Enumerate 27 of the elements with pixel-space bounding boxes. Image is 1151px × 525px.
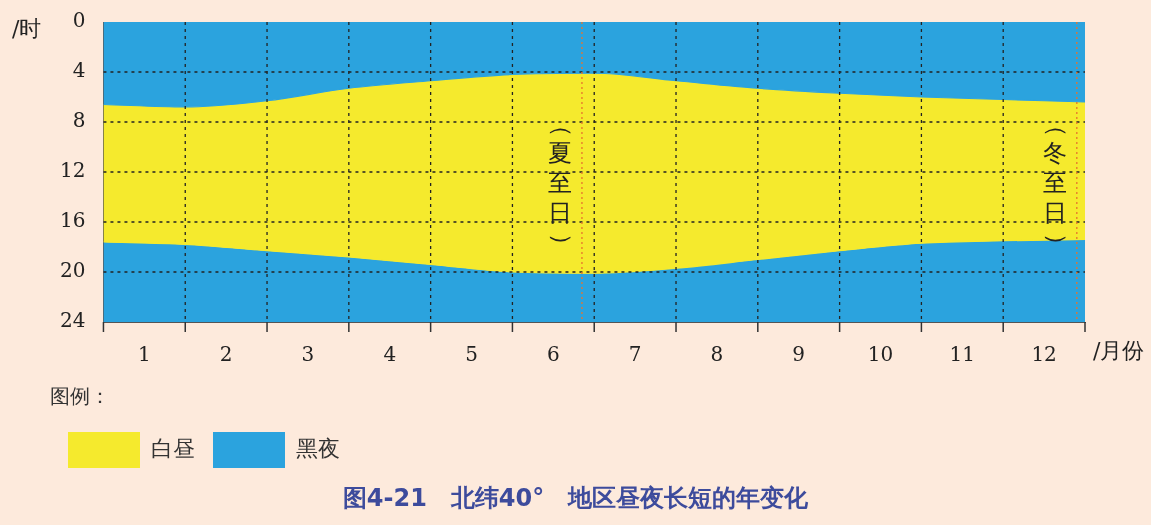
y-tick-label: 12	[60, 158, 86, 183]
x-tick-label: 10	[867, 342, 894, 367]
y-tick-label: 8	[72, 108, 86, 133]
legend-label: 白昼	[151, 435, 195, 461]
y-tick-label: 24	[60, 308, 86, 333]
legend-title: 图例：	[50, 384, 110, 409]
ref-line-label: （夏至日）	[547, 112, 576, 257]
x-tick-label: 1	[137, 342, 151, 367]
x-tick-label: 9	[792, 342, 806, 367]
y-tick-label: 4	[72, 58, 86, 83]
y-axis-title: /时	[12, 15, 42, 41]
y-tick-label: 20	[60, 258, 86, 283]
x-tick-label: 12	[1031, 342, 1057, 367]
x-tick-label: 11	[949, 342, 976, 367]
y-tick-label: 16	[60, 208, 86, 233]
y-tick-label: 0	[72, 8, 86, 33]
legend-label: 黑夜	[296, 435, 340, 461]
x-tick-label: 8	[710, 342, 724, 367]
x-tick-label: 7	[628, 342, 642, 367]
x-tick-label: 4	[383, 342, 397, 367]
x-tick-label: 6	[546, 342, 560, 367]
x-tick-label: 2	[219, 342, 233, 367]
text: 图4-21 北纬40° 地区昼夜长短的年变化	[341, 483, 810, 514]
x-tick-label: 5	[465, 342, 478, 367]
x-axis-title: /月份	[1093, 337, 1145, 363]
x-tick-label: 3	[301, 342, 315, 367]
ref-line-label: （冬至日）	[1042, 112, 1071, 257]
